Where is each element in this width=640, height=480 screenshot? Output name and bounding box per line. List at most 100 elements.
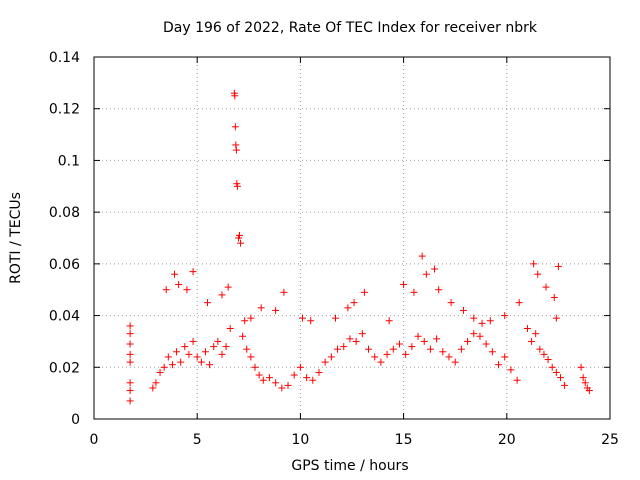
x-tick-label: 25 <box>601 432 619 448</box>
data-point <box>581 379 589 387</box>
data-point <box>534 270 542 278</box>
data-point <box>585 387 593 395</box>
y-tick-label: 0.12 <box>49 102 80 118</box>
data-point <box>501 353 509 361</box>
data-point <box>126 340 134 348</box>
x-tick-label: 15 <box>395 432 413 448</box>
data-point <box>552 368 560 376</box>
data-point <box>303 374 311 382</box>
data-point <box>236 231 244 239</box>
data-point <box>241 317 249 325</box>
y-axis-ticks: 0 0.02 0.04 0.06 0.08 0.1 0.12 0.14 <box>49 50 610 428</box>
data-point <box>507 366 515 374</box>
data-point <box>259 376 267 384</box>
data-point <box>298 314 306 322</box>
data-point <box>435 286 443 294</box>
chart-title: Day 196 of 2022, Rate Of TEC Index for r… <box>163 20 538 36</box>
data-point <box>515 299 523 307</box>
data-point <box>464 337 472 345</box>
data-point <box>126 322 134 330</box>
y-tick-label: 0.04 <box>49 309 80 325</box>
data-point <box>315 368 323 376</box>
data-point <box>422 270 430 278</box>
data-point <box>420 337 428 345</box>
x-axis-ticks: 0 5 10 15 20 25 <box>90 57 619 448</box>
data-point <box>501 312 509 320</box>
data-point <box>152 379 160 387</box>
y-tick-label: 0.06 <box>49 257 80 273</box>
data-point <box>233 182 241 190</box>
data-point <box>231 92 239 100</box>
data-point <box>189 337 197 345</box>
data-point <box>513 376 521 384</box>
data-point <box>218 350 226 358</box>
data-point <box>257 304 265 312</box>
data-point <box>255 371 263 379</box>
data-point <box>486 317 494 325</box>
y-axis-label: ROTI / TECUs <box>8 192 24 284</box>
data-point <box>360 288 368 296</box>
data-point <box>284 381 292 389</box>
data-point <box>222 343 230 351</box>
data-point <box>239 332 247 340</box>
y-tick-label: 0.1 <box>58 153 80 169</box>
data-points <box>126 89 593 405</box>
data-point <box>385 317 393 325</box>
data-point <box>280 288 288 296</box>
data-point <box>344 304 352 312</box>
data-point <box>451 358 459 366</box>
data-point <box>334 345 342 353</box>
data-point <box>160 363 168 371</box>
y-tick-label: 0 <box>71 412 80 428</box>
data-point <box>175 281 183 289</box>
data-point <box>400 281 408 289</box>
data-point <box>251 363 259 371</box>
data-point <box>247 353 255 361</box>
data-point <box>383 350 391 358</box>
data-point <box>395 340 403 348</box>
data-point <box>371 353 379 361</box>
data-point <box>540 350 548 358</box>
data-point <box>232 141 240 149</box>
data-point <box>402 350 410 358</box>
data-point <box>126 358 134 366</box>
data-point <box>156 368 164 376</box>
data-point <box>528 337 536 345</box>
data-point <box>431 265 439 273</box>
data-point <box>265 374 273 382</box>
data-point <box>579 374 587 382</box>
x-tick-label: 20 <box>498 432 516 448</box>
data-point <box>232 146 240 154</box>
data-point <box>544 356 552 364</box>
data-point <box>542 283 550 291</box>
data-point <box>226 325 234 332</box>
data-point <box>439 348 447 356</box>
data-point <box>358 330 366 338</box>
x-tick-label: 5 <box>193 432 202 448</box>
data-point <box>556 374 564 382</box>
data-point <box>459 306 467 314</box>
data-point <box>237 239 245 247</box>
data-point <box>185 350 193 358</box>
data-point <box>309 376 317 384</box>
data-point <box>470 330 478 338</box>
data-point <box>554 262 562 270</box>
data-point <box>181 343 189 351</box>
data-point <box>532 330 540 338</box>
x-tick-label: 10 <box>291 432 309 448</box>
data-point <box>561 381 569 389</box>
data-point <box>470 314 478 322</box>
data-point <box>476 332 484 340</box>
data-point <box>307 317 315 325</box>
data-point <box>408 343 416 351</box>
plot-frame <box>93 56 611 420</box>
grid-lines <box>94 57 610 419</box>
data-point <box>495 361 503 369</box>
data-point <box>231 123 239 131</box>
data-point <box>170 270 178 278</box>
data-point <box>445 353 453 361</box>
data-point <box>126 330 134 338</box>
data-point <box>183 286 191 294</box>
data-point <box>414 332 422 340</box>
